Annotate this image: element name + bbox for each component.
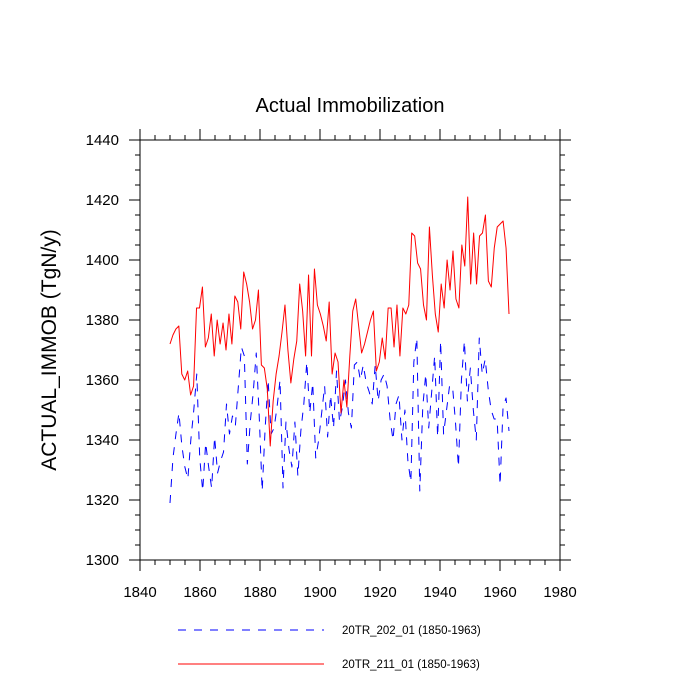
x-tick-label: 1840 [123, 584, 156, 601]
y-tick-label: 1300 [86, 552, 119, 569]
y-tick-label: 1320 [86, 492, 119, 509]
y-tick-label: 1380 [86, 312, 119, 329]
minor-ticks [135, 135, 565, 565]
x-tick-label: 1960 [483, 584, 516, 601]
series-line-1 [169, 337, 510, 504]
x-tick-label: 1900 [303, 584, 336, 601]
chart-title: Actual Immobilization [256, 95, 445, 117]
x-tick-label: 1880 [243, 584, 276, 601]
y-tick-label: 1400 [86, 252, 119, 269]
legend: 20TR_202_01 (1850-1963) 20TR_211_01 (185… [178, 625, 481, 671]
x-tick-label: 1980 [543, 584, 576, 601]
x-tick-label: 1920 [363, 584, 396, 601]
y-tick-label: 1360 [86, 372, 119, 389]
y-axis-label: ACTUAL_IMMOB (TgN/y) [38, 229, 61, 471]
y-tick-label: 1440 [86, 132, 119, 149]
x-tick-labels: 1840 1860 1880 1900 1920 1940 1960 1980 [123, 584, 576, 601]
series-line-2 [169, 196, 510, 447]
series-layer [169, 196, 510, 504]
legend-label-series-2: 20TR_211_01 (1850-1963) [342, 659, 480, 671]
y-tick-label: 1340 [86, 432, 119, 449]
major-ticks [129, 129, 571, 571]
y-tick-label: 1420 [86, 192, 119, 209]
y-tick-labels: 1300 1320 1340 1360 1380 1400 1420 1440 [86, 132, 119, 569]
legend-label-series-1: 20TR_202_01 (1850-1963) [342, 625, 481, 637]
x-tick-label: 1860 [183, 584, 216, 601]
x-tick-label: 1940 [423, 584, 456, 601]
